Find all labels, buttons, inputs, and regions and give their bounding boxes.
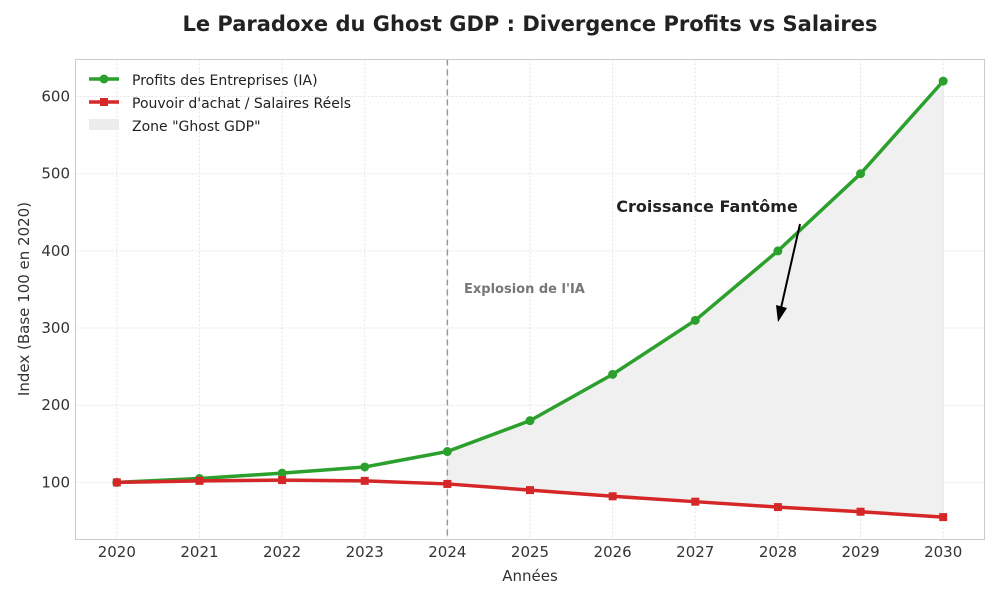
y-axis-label: Index (Base 100 en 2020) bbox=[15, 202, 33, 396]
legend-label-ghost: Zone "Ghost GDP" bbox=[132, 119, 261, 135]
data-point-salaires bbox=[773, 503, 782, 512]
annotation-text: Croissance Fantôme bbox=[616, 197, 798, 216]
annotation-arrow bbox=[776, 223, 801, 322]
x-tick-label: 2028 bbox=[759, 543, 797, 561]
data-point-profits bbox=[525, 416, 535, 426]
data-point-salaires bbox=[608, 492, 617, 501]
data-point-profits bbox=[360, 462, 370, 472]
legend-label-profits: Profits des Entreprises (IA) bbox=[132, 73, 318, 89]
x-tick-label: 2030 bbox=[924, 543, 962, 561]
x-tick-label: 2023 bbox=[346, 543, 384, 561]
data-point-profits bbox=[773, 246, 783, 256]
data-point-profits bbox=[690, 315, 700, 325]
data-point-salaires bbox=[195, 476, 204, 485]
chart-title: Le Paradoxe du Ghost GDP : Divergence Pr… bbox=[182, 12, 877, 36]
data-point-salaires bbox=[856, 507, 865, 516]
data-point-profits bbox=[442, 447, 452, 457]
y-tick-label: 200 bbox=[41, 396, 70, 414]
data-point-salaires bbox=[360, 476, 369, 485]
data-point-salaires bbox=[939, 513, 948, 522]
ghost-gdp-fill bbox=[446, 79, 944, 518]
data-point-salaires bbox=[443, 479, 452, 488]
x-tick-label: 2024 bbox=[428, 543, 466, 561]
x-tick-label: 2021 bbox=[180, 543, 218, 561]
x-tick-label: 2029 bbox=[841, 543, 879, 561]
plot-frame bbox=[75, 59, 985, 540]
x-tick-label: 2020 bbox=[98, 543, 136, 561]
x-tick-label: 2027 bbox=[676, 543, 714, 561]
y-tick-label: 400 bbox=[41, 242, 70, 260]
data-point-salaires bbox=[112, 478, 121, 487]
series-group bbox=[112, 76, 948, 522]
x-tick-label: 2025 bbox=[511, 543, 549, 561]
legend-marker-ghost bbox=[89, 119, 119, 130]
y-tick-label: 500 bbox=[41, 165, 70, 183]
ghost-gdp-area bbox=[446, 79, 944, 518]
y-tick-label: 600 bbox=[41, 88, 70, 106]
y-tick-label: 100 bbox=[41, 473, 70, 491]
data-point-profits bbox=[608, 369, 618, 379]
x-tick-label: 2022 bbox=[263, 543, 301, 561]
data-point-salaires bbox=[691, 497, 700, 506]
legend-marker-salaires bbox=[100, 98, 108, 106]
data-point-salaires bbox=[526, 486, 534, 495]
data-point-profits bbox=[856, 169, 866, 179]
ticks: 2020 2021 2022 2023 2024 2025 2026 2027 2028 2029… bbox=[41, 88, 962, 561]
data-point-profits bbox=[938, 76, 948, 86]
x-tick-label: 2026 bbox=[594, 543, 632, 561]
data-point-profits bbox=[277, 468, 287, 478]
data-point-salaires bbox=[278, 476, 287, 485]
x-axis-label: Années bbox=[502, 567, 558, 585]
y-tick-label: 300 bbox=[41, 319, 70, 337]
legend-marker-profits bbox=[99, 74, 109, 84]
legend: Profits des Entreprises (IA) Pouvoir d'a… bbox=[89, 73, 351, 135]
vline-label: Explosion de l'IA bbox=[464, 282, 585, 297]
legend-label-salaires: Pouvoir d'achat / Salaires Réels bbox=[132, 96, 351, 112]
